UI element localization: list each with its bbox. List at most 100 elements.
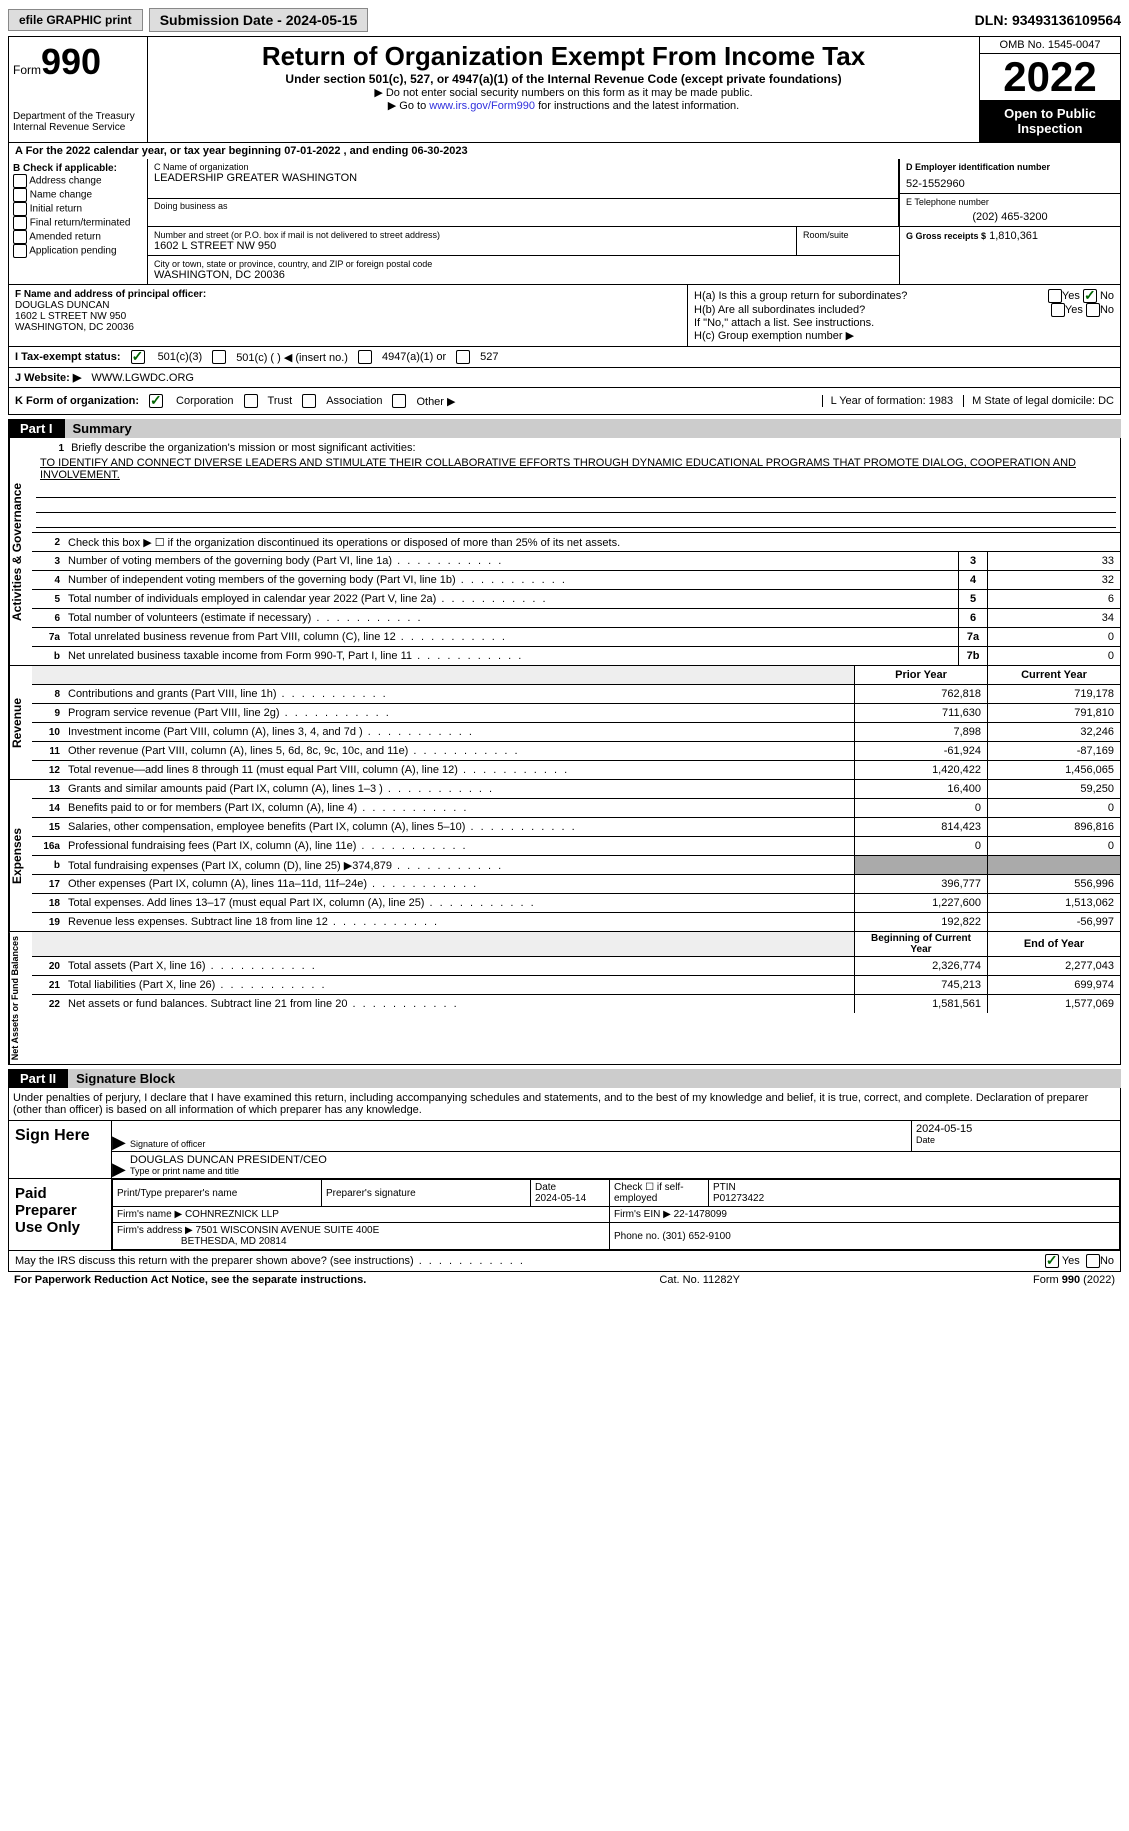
hb-label: H(b) Are all subordinates included? bbox=[694, 304, 1051, 316]
tel-label: E Telephone number bbox=[906, 197, 1114, 207]
checkbox-ha-no[interactable] bbox=[1083, 289, 1097, 303]
begin-year-header: Beginning of Current Year bbox=[854, 932, 987, 956]
checkbox-ha-yes[interactable] bbox=[1048, 289, 1062, 303]
summary-row: 6Total number of volunteers (estimate if… bbox=[32, 609, 1120, 628]
checkbox-527[interactable] bbox=[456, 350, 470, 364]
checkbox-final-return[interactable] bbox=[13, 216, 27, 230]
mission-text: TO IDENTIFY AND CONNECT DIVERSE LEADERS … bbox=[36, 455, 1116, 483]
prep-date: 2024-05-14 bbox=[535, 1193, 586, 1204]
firm-addr1: 7501 WISCONSIN AVENUE SUITE 400E bbox=[196, 1225, 380, 1236]
summary-row: 8Contributions and grants (Part VIII, li… bbox=[32, 685, 1120, 704]
checkbox-amended[interactable] bbox=[13, 230, 27, 244]
row-k-form-org: K Form of organization: Corporation Trus… bbox=[8, 388, 1121, 415]
vtab-expenses: Expenses bbox=[9, 780, 32, 931]
mission-label: Briefly describe the organization's miss… bbox=[71, 442, 415, 454]
vtab-governance: Activities & Governance bbox=[9, 438, 32, 665]
submission-date: Submission Date - 2024-05-15 bbox=[149, 8, 369, 32]
netassets-section: Net Assets or Fund Balances Beginning of… bbox=[8, 932, 1121, 1065]
summary-row: 12Total revenue—add lines 8 through 11 (… bbox=[32, 761, 1120, 779]
paid-preparer-label: Paid Preparer Use Only bbox=[9, 1179, 112, 1250]
sign-here-label: Sign Here bbox=[9, 1121, 112, 1178]
ein-value: 52-1552960 bbox=[906, 172, 1114, 190]
line-a-calendar: A For the 2022 calendar year, or tax yea… bbox=[8, 143, 1121, 159]
summary-row: 4Number of independent voting members of… bbox=[32, 571, 1120, 590]
hb-note: If "No," attach a list. See instructions… bbox=[694, 317, 1114, 329]
summary-row: 17Other expenses (Part IX, column (A), l… bbox=[32, 875, 1120, 894]
checkbox-other[interactable] bbox=[392, 394, 406, 408]
officer-label: F Name and address of principal officer: bbox=[15, 289, 681, 300]
self-employed-check[interactable]: Check ☐ if self-employed bbox=[610, 1180, 709, 1207]
summary-row: 9Program service revenue (Part VIII, lin… bbox=[32, 704, 1120, 723]
summary-row: 21Total liabilities (Part X, line 26)745… bbox=[32, 976, 1120, 995]
footer-left: For Paperwork Reduction Act Notice, see … bbox=[14, 1274, 366, 1286]
prior-year-header: Prior Year bbox=[854, 666, 987, 684]
year-formation: L Year of formation: 1983 bbox=[822, 395, 954, 407]
summary-row: 10Investment income (Part VIII, column (… bbox=[32, 723, 1120, 742]
dln-number: DLN: 93493136109564 bbox=[975, 12, 1121, 28]
summary-row: bNet unrelated business taxable income f… bbox=[32, 647, 1120, 665]
summary-row: 22Net assets or fund balances. Subtract … bbox=[32, 995, 1120, 1013]
checkbox-address-change[interactable] bbox=[13, 174, 27, 188]
signature-block: Under penalties of perjury, I declare th… bbox=[8, 1088, 1121, 1272]
summary-row: 3Number of voting members of the governi… bbox=[32, 552, 1120, 571]
omb-number: OMB No. 1545-0047 bbox=[980, 37, 1120, 54]
officer-name-title: DOUGLAS DUNCAN PRESIDENT/CEO bbox=[130, 1154, 1116, 1166]
hc-label: H(c) Group exemption number ▶ bbox=[694, 329, 1114, 342]
row-j-website: J Website: ▶ WWW.LGWDC.ORG bbox=[8, 368, 1121, 388]
checkbox-hb-yes[interactable] bbox=[1051, 303, 1065, 317]
addr-value: 1602 L STREET NW 950 bbox=[154, 240, 790, 252]
firm-addr2: BETHESDA, MD 20814 bbox=[181, 1236, 287, 1247]
checkbox-discuss-yes[interactable] bbox=[1045, 1254, 1059, 1268]
gross-label: G Gross receipts $ bbox=[906, 231, 986, 241]
form-header: Form990 Department of the Treasury Inter… bbox=[8, 36, 1121, 143]
officer-name: DOUGLAS DUNCAN bbox=[15, 300, 681, 311]
checkbox-trust[interactable] bbox=[244, 394, 258, 408]
officer-name-label: Type or print name and title bbox=[130, 1166, 1116, 1176]
checkbox-corporation[interactable] bbox=[149, 394, 163, 408]
summary-row: 11Other revenue (Part VIII, column (A), … bbox=[32, 742, 1120, 761]
checkbox-501c[interactable] bbox=[212, 350, 226, 364]
summary-row: 13Grants and similar amounts paid (Part … bbox=[32, 780, 1120, 799]
form-note-ssn: ▶ Do not enter social security numbers o… bbox=[152, 86, 975, 99]
checkbox-hb-no[interactable] bbox=[1086, 303, 1100, 317]
officer-block: F Name and address of principal officer:… bbox=[8, 285, 1121, 347]
officer-addr1: 1602 L STREET NW 950 bbox=[15, 311, 681, 322]
sig-officer-label: Signature of officer bbox=[130, 1139, 907, 1149]
summary-row: bTotal fundraising expenses (Part IX, co… bbox=[32, 856, 1120, 875]
line-2-discontinue: Check this box ▶ ☐ if the organization d… bbox=[64, 535, 1120, 550]
checkbox-app-pending[interactable] bbox=[13, 244, 27, 258]
summary-row: 16aProfessional fundraising fees (Part I… bbox=[32, 837, 1120, 856]
form-note-link: ▶ Go to www.irs.gov/Form990 for instruct… bbox=[152, 99, 975, 112]
checkbox-4947[interactable] bbox=[358, 350, 372, 364]
identification-block: B Check if applicable: Address change Na… bbox=[8, 159, 1121, 285]
summary-row: 18Total expenses. Add lines 13–17 (must … bbox=[32, 894, 1120, 913]
summary-row: 14Benefits paid to or for members (Part … bbox=[32, 799, 1120, 818]
checkbox-initial-return[interactable] bbox=[13, 202, 27, 216]
row-i-tax-exempt: I Tax-exempt status: 501(c)(3) 501(c) ( … bbox=[8, 347, 1121, 368]
checkbox-discuss-no[interactable] bbox=[1086, 1254, 1100, 1268]
summary-row: 15Salaries, other compensation, employee… bbox=[32, 818, 1120, 837]
firm-phone: (301) 652-9100 bbox=[662, 1231, 730, 1242]
irs-label: Internal Revenue Service bbox=[13, 122, 143, 133]
checkbox-501c3[interactable] bbox=[131, 350, 145, 364]
irs-link[interactable]: www.irs.gov/Form990 bbox=[429, 100, 535, 112]
checkbox-name-change[interactable] bbox=[13, 188, 27, 202]
checkbox-association[interactable] bbox=[302, 394, 316, 408]
open-to-public: Open to Public Inspection bbox=[980, 100, 1120, 142]
summary-row: 20Total assets (Part X, line 16)2,326,77… bbox=[32, 957, 1120, 976]
footer-right: Form 990 (2022) bbox=[1033, 1274, 1115, 1286]
form-subtitle: Under section 501(c), 527, or 4947(a)(1)… bbox=[152, 72, 975, 86]
firm-name: COHNREZNICK LLP bbox=[185, 1209, 279, 1220]
form-title: Return of Organization Exempt From Incom… bbox=[152, 41, 975, 72]
ein-label: D Employer identification number bbox=[906, 162, 1114, 172]
city-value: WASHINGTON, DC 20036 bbox=[154, 269, 893, 281]
box-b-checkboxes: B Check if applicable: Address change Na… bbox=[9, 159, 148, 284]
ha-label: H(a) Is this a group return for subordin… bbox=[694, 290, 1048, 302]
discuss-question: May the IRS discuss this return with the… bbox=[15, 1255, 525, 1267]
dba-label: Doing business as bbox=[154, 201, 892, 211]
form-number: Form990 bbox=[13, 41, 143, 83]
efile-print-button[interactable]: efile GRAPHIC print bbox=[8, 9, 143, 31]
sig-date-label: Date bbox=[916, 1135, 1116, 1145]
summary-row: 7aTotal unrelated business revenue from … bbox=[32, 628, 1120, 647]
summary-row: 19Revenue less expenses. Subtract line 1… bbox=[32, 913, 1120, 931]
